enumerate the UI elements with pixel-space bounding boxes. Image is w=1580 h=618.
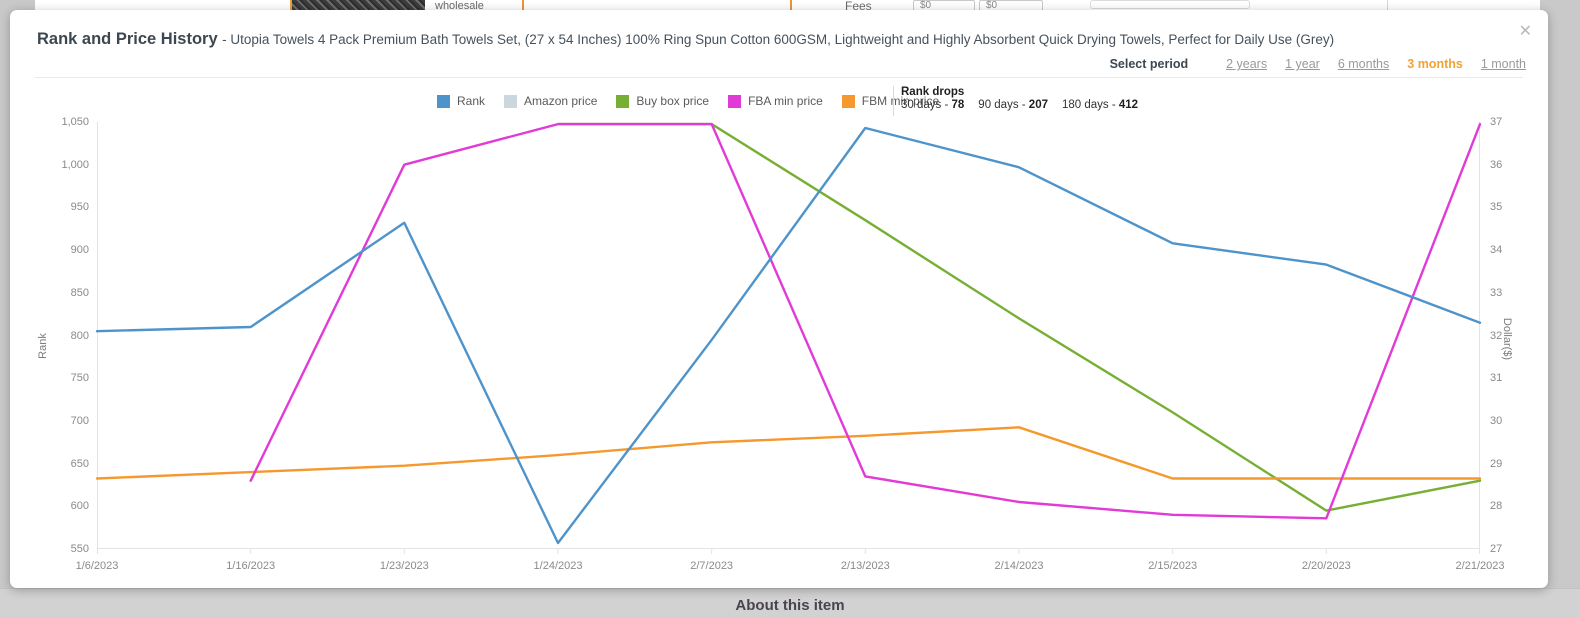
x-axis-tick-label: 1/23/2023 — [379, 560, 429, 572]
y-right-tick-label: 34 — [1490, 244, 1503, 257]
y-left-tick-label: 750 — [70, 372, 89, 385]
x-axis-tick-label: 2/15/2023 — [1148, 560, 1198, 572]
fees-label: Fees — [845, 0, 872, 13]
background-page-strip: wholesale Fees $0 $0 — [35, 0, 1540, 13]
page-section-below-modal: About this item — [0, 588, 1580, 618]
rank-drop-180-days: 180 days - 412 — [1061, 99, 1139, 111]
input-border-fragment — [790, 0, 792, 10]
series-line-rank — [95, 126, 1482, 545]
legend-swatch-icon — [728, 94, 742, 108]
product-title: - Utopia Towels 4 Pack Premium Bath Towe… — [222, 32, 1335, 47]
y-right-tick-label: 30 — [1490, 414, 1503, 427]
background-box — [1090, 0, 1250, 9]
legend-swatch-icon — [616, 94, 630, 108]
legend-item-amazon-price[interactable]: Amazon price — [504, 94, 597, 108]
y-axis-title-rank: Rank — [37, 333, 49, 359]
rank-drops-values: 30 days - 78 90 days - 207 180 days - 412 — [901, 99, 1152, 111]
x-axis-tick-label: 2/7/2023 — [690, 560, 734, 572]
legend-item-buy-box-price[interactable]: Buy box price — [616, 94, 709, 108]
y-left-tick-label: 550 — [70, 543, 89, 555]
y-left-tick-label: 850 — [70, 286, 89, 299]
y-right-tick-label: 35 — [1490, 201, 1503, 214]
period-selector: Select period 2 years 1 year 6 months 3 mont… — [1110, 57, 1526, 71]
y-left-tick-label: 650 — [70, 457, 89, 470]
period-option-2-years[interactable]: 2 years — [1226, 57, 1268, 71]
header-divider — [35, 77, 1523, 78]
y-right-tick-label: 29 — [1490, 457, 1503, 470]
x-axis-tick-label: 2/14/2023 — [994, 560, 1044, 572]
legend-swatch-icon — [504, 94, 518, 108]
select-period-label: Select period — [1109, 57, 1189, 71]
modal-header: Rank and Price History - Utopia Towels 4… — [37, 30, 1488, 49]
legend-label: Rank — [457, 94, 486, 108]
legend-label: FBM min price — [861, 94, 940, 108]
x-axis-tick-label: 2/20/2023 — [1301, 560, 1351, 572]
x-axis-tick-label: 2/21/2023 — [1455, 560, 1505, 572]
y-right-tick-label: 36 — [1490, 158, 1503, 171]
legend-label: Amazon price — [524, 94, 598, 108]
x-axis-tick-label: 1/24/2023 — [533, 560, 583, 572]
close-icon[interactable]: ✕ — [1518, 23, 1532, 40]
product-thumbnail-image — [290, 0, 425, 10]
y-left-tick-label: 600 — [70, 500, 89, 513]
legend-swatch-icon — [841, 94, 855, 108]
y-right-tick-label: 31 — [1490, 372, 1503, 385]
y-left-tick-label: 800 — [70, 329, 89, 342]
y-left-tick-label: 900 — [70, 244, 89, 257]
rank-price-history-modal: ✕ Rank and Price History - Utopia Towels… — [10, 10, 1548, 588]
y-right-tick-label: 32 — [1490, 329, 1503, 342]
wholesale-label: wholesale — [435, 0, 484, 12]
y-right-tick-label: 27 — [1490, 543, 1503, 555]
y-left-tick-label: 1,050 — [61, 116, 89, 128]
series-line-fbm-min-price — [95, 426, 1482, 480]
chart-legend: Rank Amazon price Buy box price FBA min pri… — [437, 94, 939, 108]
period-option-1-year[interactable]: 1 year — [1285, 57, 1320, 71]
legend-label: Buy box price — [636, 94, 710, 108]
rank-drops-title: Rank drops — [901, 86, 965, 98]
y-right-tick-label: 37 — [1490, 116, 1503, 128]
x-axis-tick-label: 1/6/2023 — [75, 560, 119, 572]
period-option-1-month[interactable]: 1 month — [1480, 57, 1526, 71]
input-border-fragment — [522, 0, 524, 10]
y-left-tick-label: 700 — [70, 414, 89, 427]
y-right-tick-label: 28 — [1490, 500, 1503, 513]
y-right-tick-label: 33 — [1490, 286, 1503, 299]
rank-price-chart[interactable] — [95, 122, 1482, 557]
series-line-buy-box-price — [556, 122, 1482, 512]
legend-label: FBA min price — [748, 94, 823, 108]
about-this-item-heading: About this item — [735, 597, 845, 614]
legend-swatch-icon — [437, 94, 450, 108]
period-option-3-months[interactable]: 3 months — [1407, 57, 1463, 71]
rank-drop-30-days: 30 days - 78 — [901, 99, 965, 111]
legend-item-fba-min-price[interactable]: FBA min price — [728, 94, 823, 108]
rank-drop-90-days: 90 days - 207 — [978, 99, 1048, 111]
rank-drops-panel: Rank drops 30 days - 78 90 days - 207 180 … — [901, 86, 1152, 111]
x-axis-tick-label: 2/13/2023 — [840, 560, 890, 572]
series-line-fba-min-price — [249, 122, 1482, 520]
background-divider — [1387, 0, 1388, 10]
legend-rankdrops-divider — [893, 86, 894, 116]
modal-title: Rank and Price History — [37, 30, 218, 48]
legend-item-rank[interactable]: Rank — [437, 94, 485, 108]
period-option-6-months[interactable]: 6 months — [1337, 57, 1390, 71]
legend-item-fbm-min-price[interactable]: FBM min price — [841, 94, 940, 108]
y-left-tick-label: 1,000 — [61, 158, 89, 171]
y-left-tick-label: 950 — [70, 201, 89, 214]
x-axis-tick-label: 1/16/2023 — [226, 560, 276, 572]
